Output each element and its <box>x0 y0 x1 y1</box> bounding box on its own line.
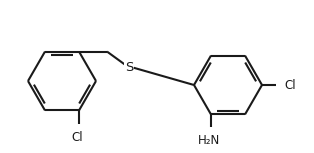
Text: Cl: Cl <box>284 78 295 91</box>
Text: H₂N: H₂N <box>198 134 220 147</box>
Text: Cl: Cl <box>71 131 83 144</box>
Text: S: S <box>125 61 133 74</box>
